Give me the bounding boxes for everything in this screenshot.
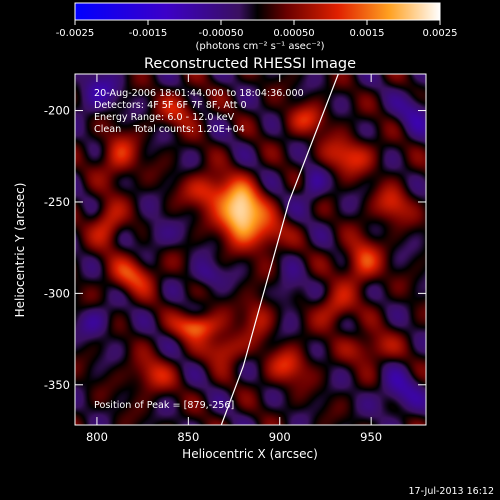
chart-title: Reconstructed RHESSI Image <box>144 56 356 72</box>
colorbar-tick-label: -0.0015 <box>129 28 168 39</box>
colorbar-ticks: -0.0025 -0.0015 -0.00050 0.00050 0.0015 0.002… <box>56 20 458 39</box>
info-counts: Clean Total counts: 1.20E+04 <box>94 124 245 135</box>
timestamp: 17-Jul-2013 16:12 <box>408 486 494 497</box>
solar-limb-line <box>220 74 339 425</box>
colorbar-tick-label: 0.00050 <box>273 28 314 39</box>
info-time-range: 20-Aug-2006 18:01:44.000 to 18:04:36.000 <box>94 88 304 99</box>
colorbar <box>74 2 441 21</box>
x-tick-label: 900 <box>269 430 291 444</box>
x-tick-label: 850 <box>177 430 199 444</box>
y-tick-label: -250 <box>44 195 70 209</box>
plot-frame <box>74 73 427 426</box>
y-tick-label: -300 <box>44 286 70 300</box>
axes: 800 850 900 950 -200 -250 -300 -350 <box>44 74 426 444</box>
info-detectors: Detectors: 4F 5F 6F 7F 8F, Att 0 <box>94 100 247 111</box>
x-tick-label: 950 <box>360 430 382 444</box>
colorbar-tick-label: 0.0025 <box>423 28 458 39</box>
x-axis-label: Heliocentric X (arcsec) <box>182 447 318 461</box>
y-tick-label: -350 <box>44 378 70 392</box>
x-tick-label: 800 <box>86 430 108 444</box>
colorbar-label: (photons cm⁻² s⁻¹ asec⁻²) <box>195 41 324 52</box>
y-axis-label: Heliocentric Y (arcsec) <box>13 183 27 318</box>
colorbar-tick-label: 0.0015 <box>350 28 385 39</box>
y-tick-label: -200 <box>44 104 70 118</box>
heatmap-canvas <box>75 74 426 425</box>
colorbar-tick-label: -0.0025 <box>56 28 95 39</box>
peak-position-text: Position of Peak = [879,-256] <box>94 400 234 411</box>
colorbar-tick-label: -0.00050 <box>199 28 244 39</box>
plot-area <box>75 74 426 425</box>
info-energy-range: Energy Range: 6.0 - 12.0 keV <box>94 112 235 123</box>
